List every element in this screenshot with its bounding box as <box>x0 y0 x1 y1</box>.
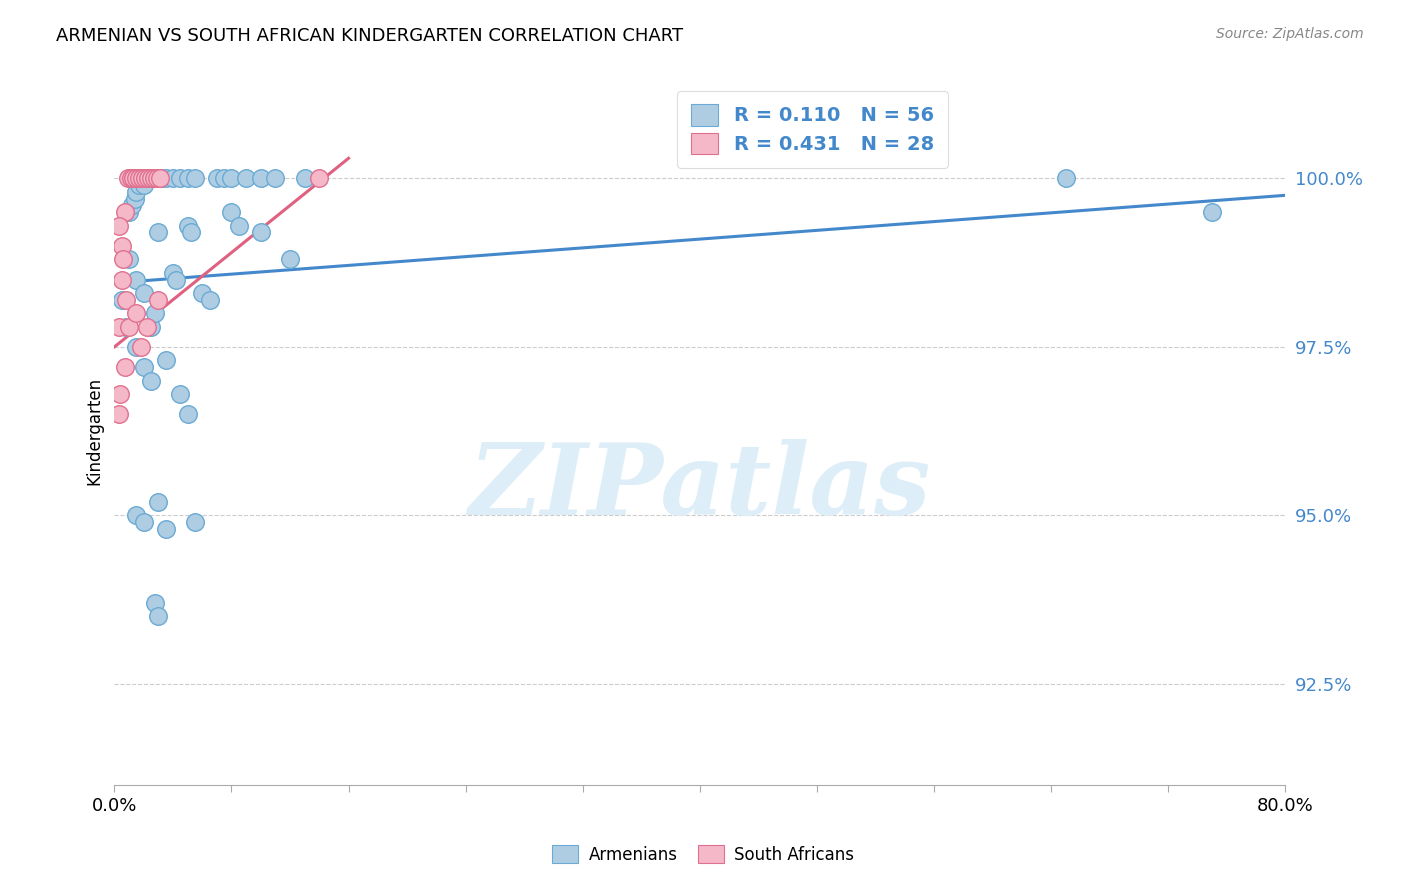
Point <box>184 515 207 529</box>
Point <box>249 226 271 240</box>
Point <box>135 319 157 334</box>
Point <box>155 522 177 536</box>
Legend: R = 0.110   N = 56, R = 0.431   N = 28: R = 0.110 N = 56, R = 0.431 N = 28 <box>678 91 948 168</box>
Point <box>111 293 134 307</box>
Text: ZIPatlas: ZIPatlas <box>468 440 931 536</box>
Point <box>114 205 136 219</box>
Point <box>148 609 170 624</box>
Point <box>212 171 235 186</box>
Point <box>165 272 187 286</box>
Point <box>115 293 138 307</box>
Point <box>115 319 138 334</box>
Point <box>145 596 167 610</box>
Point <box>107 319 129 334</box>
Point <box>132 360 155 375</box>
Point <box>111 272 134 286</box>
Point <box>139 319 162 334</box>
Point <box>139 171 162 186</box>
Point <box>118 319 141 334</box>
Point <box>148 495 170 509</box>
Point <box>176 407 198 421</box>
Point <box>136 171 159 186</box>
Point <box>148 293 170 307</box>
Point <box>155 353 177 368</box>
Point <box>198 293 221 307</box>
Y-axis label: Kindergarten: Kindergarten <box>86 377 103 485</box>
Point <box>145 306 167 320</box>
Point <box>169 171 191 186</box>
Point <box>125 171 148 186</box>
Point <box>249 171 271 186</box>
Point <box>1201 205 1223 219</box>
Point <box>121 198 143 212</box>
Point <box>124 192 146 206</box>
Point <box>162 171 184 186</box>
Point <box>125 340 148 354</box>
Point <box>125 306 148 320</box>
Point <box>176 219 198 233</box>
Point <box>184 171 207 186</box>
Point <box>125 508 148 523</box>
Point <box>149 171 172 186</box>
Point <box>136 171 159 186</box>
Point <box>125 185 148 199</box>
Point <box>150 171 173 186</box>
Point <box>146 171 169 186</box>
Legend: Armenians, South Africans: Armenians, South Africans <box>546 838 860 871</box>
Point <box>235 171 257 186</box>
Point <box>132 285 155 300</box>
Point <box>221 171 243 186</box>
Point <box>162 266 184 280</box>
Point <box>117 171 139 186</box>
Point <box>169 387 191 401</box>
Point <box>114 360 136 375</box>
Point <box>125 272 148 286</box>
Point <box>134 171 156 186</box>
Point <box>132 178 155 193</box>
Point <box>110 387 132 401</box>
Point <box>112 252 135 267</box>
Text: Source: ZipAtlas.com: Source: ZipAtlas.com <box>1216 27 1364 41</box>
Point <box>107 219 129 233</box>
Point <box>118 252 141 267</box>
Point <box>128 171 150 186</box>
Point <box>155 171 177 186</box>
Point <box>139 374 162 388</box>
Point <box>191 285 214 300</box>
Point <box>308 171 330 186</box>
Point <box>176 171 198 186</box>
Point <box>278 252 301 267</box>
Point <box>122 171 145 186</box>
Point <box>142 171 165 186</box>
Point <box>205 171 228 186</box>
Point <box>107 407 129 421</box>
Text: ARMENIAN VS SOUTH AFRICAN KINDERGARTEN CORRELATION CHART: ARMENIAN VS SOUTH AFRICAN KINDERGARTEN C… <box>56 27 683 45</box>
Point <box>132 515 155 529</box>
Point <box>179 226 201 240</box>
Point <box>120 171 142 186</box>
Point <box>111 239 134 253</box>
Point <box>145 171 167 186</box>
Point <box>148 226 170 240</box>
Point <box>128 178 150 193</box>
Point <box>139 171 162 186</box>
Point <box>118 205 141 219</box>
Point <box>1054 171 1077 186</box>
Point <box>131 171 153 186</box>
Point <box>148 171 170 186</box>
Point <box>264 171 287 186</box>
Point <box>221 205 243 219</box>
Point <box>294 171 316 186</box>
Point <box>228 219 250 233</box>
Point <box>129 340 152 354</box>
